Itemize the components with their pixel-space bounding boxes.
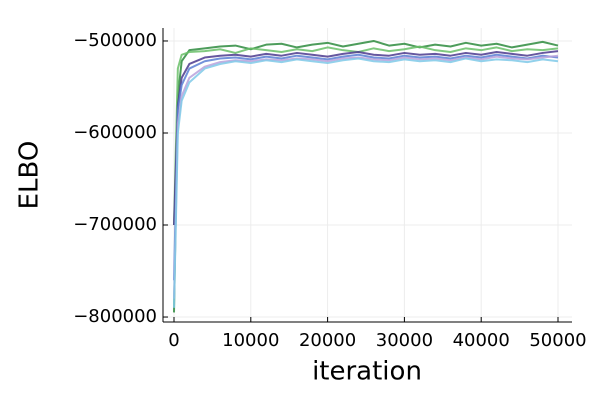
y-tick-label: −700000: [73, 214, 157, 235]
series-line: [173, 57, 559, 308]
x-tick-label: 30000: [376, 330, 433, 351]
x-tick-label: 40000: [453, 330, 510, 351]
y-tick-label: −600000: [73, 122, 157, 143]
x-axis-label: iteration: [312, 357, 422, 387]
y-tick-label: −500000: [73, 30, 157, 51]
y-tick-label: −800000: [73, 306, 157, 327]
x-tick-label: 50000: [529, 330, 586, 351]
series-line: [173, 50, 559, 226]
series-line: [173, 54, 559, 299]
x-tick-label: 20000: [299, 330, 356, 351]
x-tick-label: 0: [168, 330, 179, 351]
series-line: [173, 45, 559, 226]
y-axis-label: ELBO: [15, 141, 45, 210]
series-line: [173, 39, 559, 313]
x-tick-label: 10000: [222, 330, 279, 351]
series-line: [173, 53, 559, 281]
